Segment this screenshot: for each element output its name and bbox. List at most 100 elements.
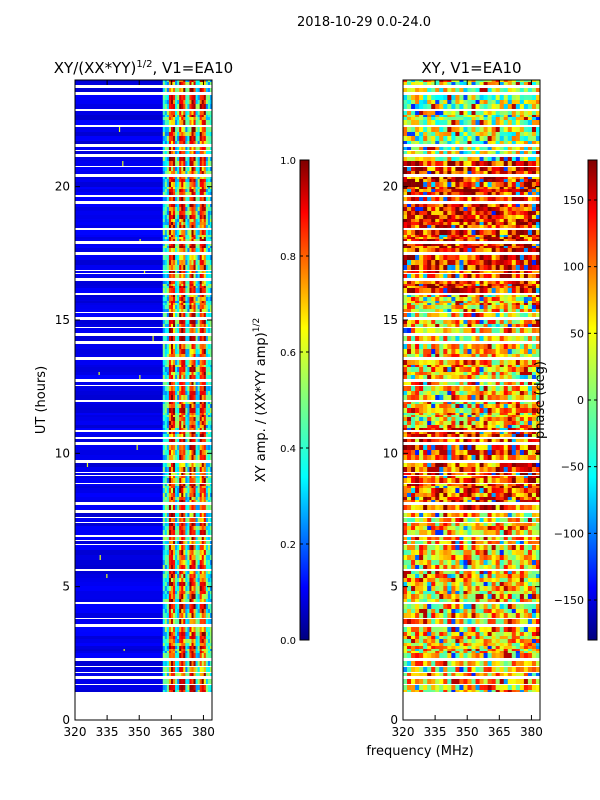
amplitude-cell: [197, 473, 200, 475]
amplitude-cell: [191, 478, 194, 483]
phase-cell: [511, 95, 517, 100]
amplitude-cell: [199, 255, 203, 260]
phase-cell: [475, 104, 480, 109]
amplitude-row-background: [75, 473, 212, 475]
amplitude-cell: [185, 141, 188, 144]
amplitude-cell: [189, 609, 192, 613]
amplitude-cell: [209, 219, 212, 222]
amplitude-cell: [201, 673, 205, 676]
amplitude-cell: [173, 619, 176, 624]
amplitude-cell: [175, 375, 178, 379]
phase-cell: [515, 120, 521, 125]
amplitude-cell: [181, 297, 184, 301]
phase-cell: [407, 157, 412, 161]
amplitude-cell: [164, 255, 168, 260]
amplitude-cell: [185, 324, 188, 327]
amplitude-cell: [175, 132, 178, 136]
amplitude-cell: [195, 320, 198, 324]
amplitude-cell: [201, 239, 205, 241]
amplitude-cell: [187, 574, 190, 578]
amplitude-cell: [205, 171, 209, 174]
amplitude-cell: [166, 537, 170, 540]
phase-cell: [415, 197, 420, 201]
amplitude-cell: [166, 651, 170, 653]
phase-cell: [507, 80, 513, 82]
phase-cell: [443, 167, 448, 171]
amplitude-cell: [205, 571, 209, 574]
colorbar-tick-label: 0.6: [280, 348, 296, 359]
phase-cell: [483, 211, 488, 215]
amplitude-cell: [168, 578, 172, 582]
amplitude-cell: [185, 255, 188, 260]
amplitude-cell: [203, 439, 207, 442]
phase-cell: [423, 167, 428, 171]
phase-cell: [471, 239, 476, 241]
phase-cell: [455, 136, 460, 141]
phase-cell: [447, 219, 452, 222]
amplitude-row-background: [75, 636, 212, 639]
amplitude-cell: [197, 117, 200, 120]
amplitude-cell: [170, 95, 174, 100]
phase-cell: [523, 157, 529, 161]
amplitude-cell: [195, 571, 198, 574]
amplitude-cell: [175, 408, 178, 413]
amplitude-cell: [170, 281, 174, 284]
colorbar-tick-label: 0.0: [280, 636, 296, 647]
amplitude-cell: [164, 320, 168, 324]
amplitude-cell: [199, 541, 203, 544]
amplitude-cell: [203, 421, 207, 425]
amplitude-cell: [179, 661, 182, 666]
amplitude-cell: [207, 586, 211, 591]
amplitude-cell: [193, 432, 196, 434]
phase-cell: [475, 161, 480, 166]
amplitude-cell: [179, 555, 182, 560]
phase-cell: [531, 239, 537, 241]
amplitude-cell: [195, 627, 198, 632]
phase-cell: [455, 141, 460, 144]
amplitude-cell: [173, 284, 176, 286]
phase-cell: [427, 157, 432, 161]
amplitude-cell: [203, 518, 207, 522]
amplitude-cell: [162, 211, 166, 215]
amplitude-cell: [201, 95, 205, 100]
amplitude-cell: [162, 391, 166, 395]
amplitude-cell: [207, 627, 211, 632]
amplitude-cell: [207, 497, 211, 500]
amplitude-cell: [205, 80, 209, 82]
amplitude-cell: [175, 271, 178, 273]
amplitude-cell: [175, 586, 178, 591]
amplitude-cell: [189, 386, 192, 391]
phase-cell: [443, 248, 448, 252]
amplitude-cell: [164, 402, 168, 404]
amplitude-cell: [170, 478, 174, 483]
phase-cell: [467, 82, 472, 85]
phase-cell: [483, 161, 488, 166]
amplitude-cell: [209, 235, 212, 237]
amplitude-cell: [199, 151, 203, 154]
amplitude-cell: [175, 367, 178, 372]
amplitude-cell: [191, 189, 194, 192]
amplitude-cell: [177, 417, 180, 421]
amplitude-cell: [189, 425, 192, 428]
amplitude-cell: [191, 95, 194, 100]
amplitude-cell: [201, 225, 205, 228]
phase-cell: [415, 189, 420, 192]
amplitude-cell: [164, 518, 168, 522]
amplitude-cell: [197, 578, 200, 582]
amplitude-cell: [199, 204, 203, 207]
amplitude-cell: [170, 286, 174, 288]
amplitude-cell: [183, 230, 186, 235]
amplitude-cell: [164, 328, 168, 333]
amplitude-cell: [175, 189, 178, 192]
amplitude-cell: [197, 690, 200, 692]
amplitude-cell: [179, 653, 182, 658]
amplitude-cell: [199, 301, 203, 303]
amplitude-cell: [203, 303, 207, 305]
amplitude-cell: [199, 309, 203, 312]
amplitude-cell: [199, 189, 203, 192]
phase-cell: [427, 197, 432, 201]
amplitude-cell: [185, 288, 188, 293]
amplitude-cell: [191, 639, 194, 643]
phase-cell: [407, 117, 412, 120]
amplitude-cell: [205, 661, 209, 666]
